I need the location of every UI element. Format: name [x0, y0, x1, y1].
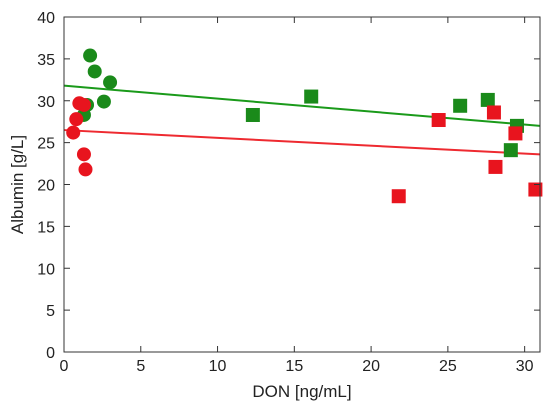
data-point-s1-2	[87, 64, 102, 79]
y-tick-label-40: 40	[37, 10, 55, 27]
data-point-s2-4	[480, 92, 495, 107]
y-tick-label-15: 15	[37, 219, 55, 236]
y-axis: 0 5 10 15 20 25 30 35 40	[37, 10, 540, 362]
x-tick-label-20: 20	[362, 358, 380, 375]
data-point-s3-5	[76, 147, 91, 162]
fit-line-1	[63, 84, 541, 127]
points-layer	[66, 48, 543, 204]
data-point-s4-4	[488, 159, 503, 174]
data-point-s4-2	[431, 113, 446, 128]
y-tick-label-10: 10	[37, 261, 55, 278]
y-axis-label: Albumin [g/L]	[8, 135, 27, 234]
data-point-s4-6	[528, 182, 543, 197]
data-point-s3-4	[66, 125, 81, 140]
x-axis: 0 5 10 15 20 25 30	[60, 17, 534, 375]
data-point-s2-2	[304, 89, 319, 104]
x-tick-label-30: 30	[516, 358, 534, 375]
data-point-s2-3	[453, 98, 468, 113]
data-point-s3-3	[69, 112, 84, 127]
plot-border	[63, 16, 541, 353]
data-point-s3-2	[76, 97, 91, 112]
data-point-s2-5	[503, 143, 518, 158]
data-point-s1-4	[96, 94, 111, 109]
x-tick-label-15: 15	[285, 358, 303, 375]
y-tick-label-25: 25	[37, 136, 55, 153]
x-tick-label-10: 10	[209, 358, 227, 375]
x-axis-label: DON [ng/mL]	[252, 382, 351, 401]
fit-lines-layer	[63, 84, 541, 156]
x-tick-label-25: 25	[439, 358, 457, 375]
fit-line-2	[63, 129, 541, 156]
data-point-s1-3	[103, 75, 118, 90]
data-point-s4-5	[508, 126, 523, 141]
plot-frame	[63, 16, 541, 353]
data-point-s1-1	[83, 48, 98, 63]
data-point-s2-1	[245, 107, 260, 122]
x-tick-label-5: 5	[136, 358, 145, 375]
y-tick-label-20: 20	[37, 178, 55, 195]
y-tick-label-0: 0	[46, 345, 55, 362]
y-tick-label-30: 30	[37, 94, 55, 111]
data-point-s3-6	[78, 162, 93, 177]
y-tick-label-5: 5	[46, 303, 55, 320]
x-tick-label-0: 0	[60, 358, 69, 375]
data-point-s4-1	[391, 189, 406, 204]
y-tick-label-35: 35	[37, 52, 55, 69]
data-point-s4-3	[486, 105, 501, 120]
